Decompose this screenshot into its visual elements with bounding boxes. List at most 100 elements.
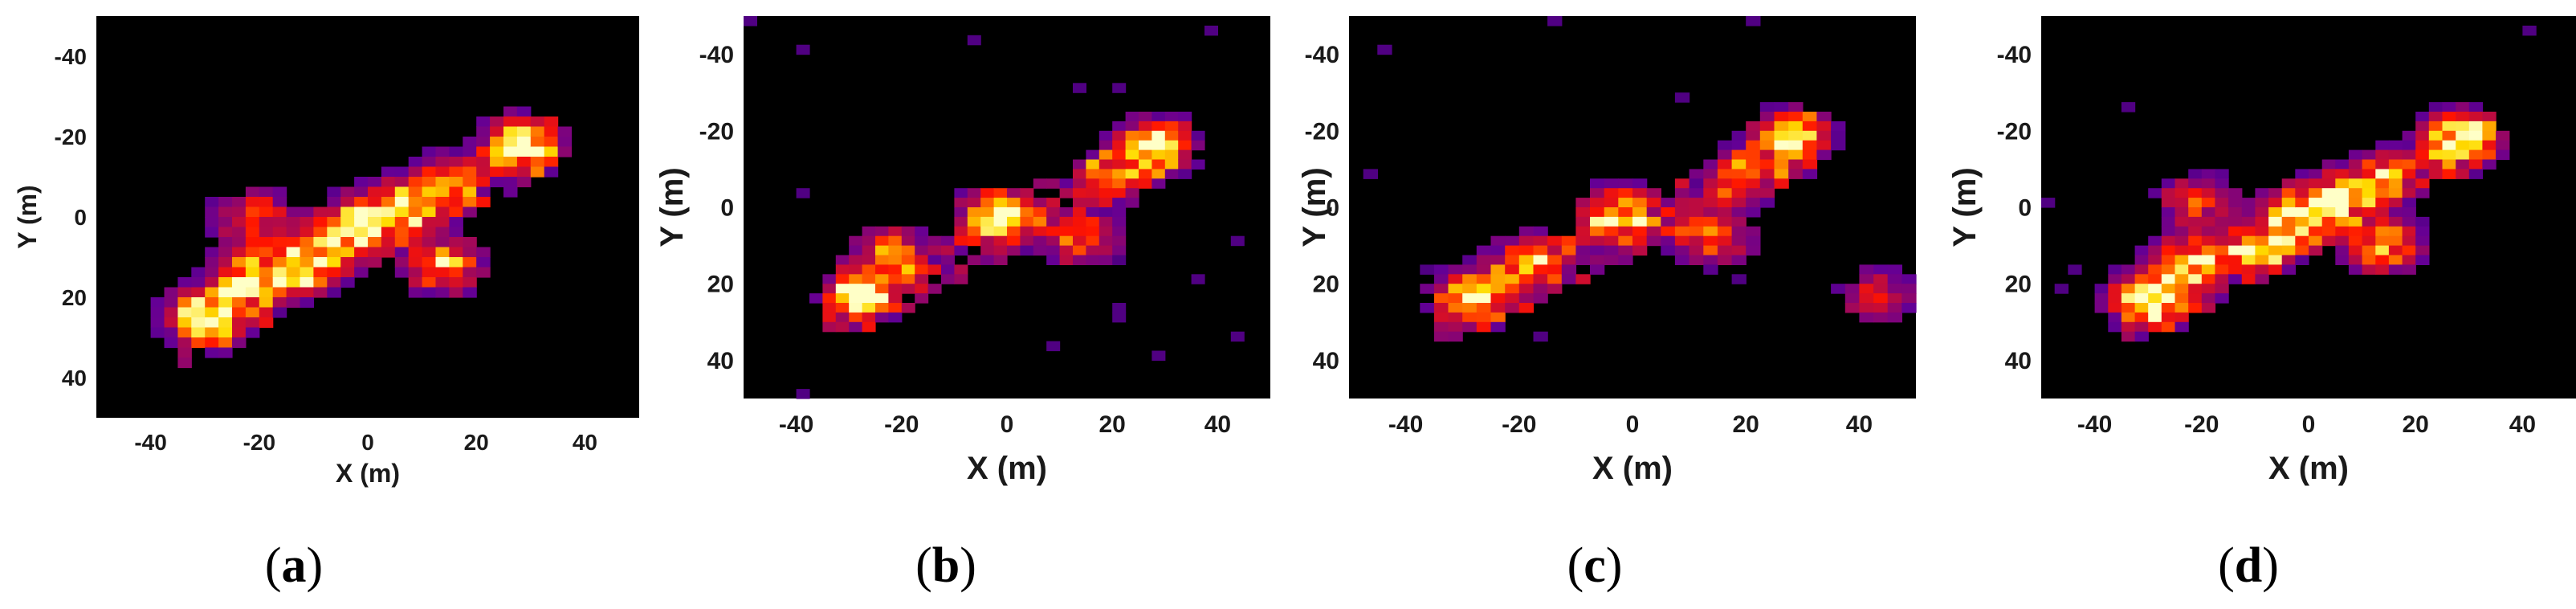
- heat-cell: [2188, 207, 2203, 218]
- heat-cell: [530, 157, 545, 168]
- heat-cell: [796, 389, 810, 399]
- heat-cell: [1191, 159, 1205, 170]
- heat-cell: [1112, 226, 1127, 237]
- heat-cell: [1561, 255, 1577, 265]
- heat-cell: [1112, 130, 1127, 141]
- heat-cell: [2335, 235, 2350, 247]
- heat-cell: [967, 198, 981, 208]
- y-axis-label: Y (m): [1947, 167, 1983, 247]
- heat-cell: [1125, 149, 1139, 161]
- heat-cell: [901, 264, 915, 275]
- heat-cell: [1717, 255, 1733, 265]
- heat-cell: [1703, 264, 1718, 275]
- heat-cell: [1746, 16, 1761, 27]
- heat-cell: [875, 255, 889, 265]
- heat-cell: [901, 303, 915, 313]
- heat-cell: [1178, 140, 1192, 151]
- heat-cell: [875, 312, 889, 323]
- heat-cell: [259, 206, 274, 218]
- heat-cell: [422, 237, 437, 248]
- y-axis-label: Y (m): [654, 167, 690, 247]
- heat-cell: [272, 247, 287, 258]
- heat-cell: [232, 217, 247, 228]
- heat-cell: [1731, 245, 1747, 256]
- heat-cell: [408, 197, 423, 208]
- heat-cell: [449, 206, 463, 218]
- heat-cell: [2468, 140, 2484, 151]
- heat-cell: [435, 287, 450, 298]
- heat-cell: [530, 126, 545, 137]
- y-tick-label: -20: [1305, 118, 1339, 145]
- heat-cell: [2375, 198, 2390, 208]
- heat-cell: [1731, 235, 1747, 247]
- heat-cell: [1759, 178, 1775, 189]
- heat-cell: [435, 166, 450, 178]
- heat-cell: [1125, 178, 1139, 189]
- heat-cell: [218, 297, 233, 309]
- heat-cell: [2442, 169, 2456, 179]
- heat-cell: [177, 317, 192, 329]
- heat-cell: [2456, 121, 2470, 132]
- heat-cell: [327, 186, 341, 198]
- heat-cell: [1098, 140, 1113, 151]
- heat-cell: [1788, 140, 1804, 151]
- heat-cell: [2121, 264, 2136, 275]
- heat-cell: [2148, 293, 2162, 304]
- heat-cell: [1759, 112, 1775, 122]
- heat-cell: [1703, 245, 1718, 256]
- heat-cell: [1505, 284, 1520, 294]
- heat-cell: [1164, 121, 1179, 132]
- heat-cell: [875, 235, 889, 247]
- heat-cell: [463, 197, 477, 208]
- heat-cell: [2348, 255, 2363, 265]
- heat-cell: [205, 257, 219, 268]
- panel-label: (a): [265, 538, 323, 593]
- heat-cell: [1831, 140, 1846, 151]
- heat-cell: [1046, 255, 1061, 265]
- heat-cell: [2402, 140, 2416, 151]
- heat-cell: [272, 227, 287, 238]
- heat-cell: [1086, 245, 1100, 256]
- heat-cell: [1674, 255, 1690, 265]
- heat-cell: [177, 287, 192, 298]
- heat-cell: [490, 146, 504, 157]
- heat-cell: [2175, 284, 2189, 294]
- heat-cell: [2348, 245, 2363, 256]
- heat-cell: [1020, 198, 1034, 208]
- heat-cell: [259, 307, 274, 318]
- heat-cell: [2375, 255, 2390, 265]
- y-tick-label: -20: [55, 125, 87, 149]
- heat-cell: [218, 307, 233, 318]
- heat-cell: [1731, 159, 1747, 170]
- heat-cell: [2148, 321, 2162, 333]
- heat-cell: [954, 274, 968, 284]
- heat-cell: [2415, 255, 2430, 265]
- heat-cell: [2456, 112, 2470, 122]
- heat-cell: [993, 188, 1008, 198]
- heat-cell: [259, 287, 274, 298]
- heat-cell: [463, 267, 477, 278]
- heat-cell: [408, 166, 423, 178]
- heat-cell: [449, 217, 463, 228]
- heat-cell: [1746, 226, 1761, 237]
- heat-cell: [435, 267, 450, 278]
- heat-cell: [2121, 331, 2136, 342]
- x-axis-label: X (m): [1592, 451, 1673, 486]
- heat-cell: [2496, 130, 2510, 141]
- heat-cell: [927, 284, 942, 294]
- heat-cell: [2068, 264, 2082, 275]
- heat-cell: [2161, 303, 2176, 313]
- heat-cell: [2228, 245, 2243, 256]
- heat-cell: [993, 235, 1008, 247]
- heat-cell: [2175, 274, 2189, 284]
- heat-cell: [1533, 226, 1548, 237]
- heat-cell: [1674, 92, 1690, 103]
- x-tick-label: -40: [779, 411, 813, 438]
- heat-cell: [822, 284, 837, 294]
- heat-cell: [2375, 149, 2390, 161]
- heat-cell: [449, 157, 463, 168]
- heat-cell: [1059, 178, 1074, 189]
- heat-cell: [1731, 198, 1747, 208]
- heat-cell: [327, 277, 341, 288]
- heat-cell: [1046, 198, 1061, 208]
